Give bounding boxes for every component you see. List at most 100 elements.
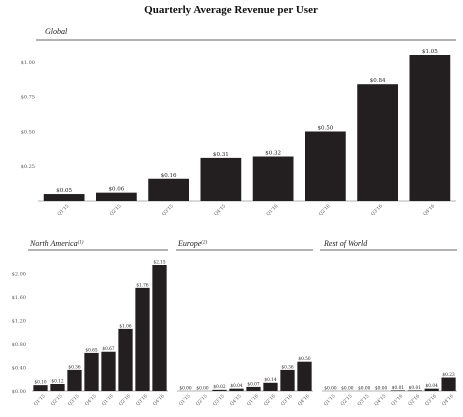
- data-label: $1.05: [422, 49, 438, 55]
- bar-north-america-8: [152, 265, 167, 391]
- data-label: $0.31: [213, 152, 229, 158]
- x-tick-label: Q2'16: [263, 393, 277, 407]
- bar-north-america-5: [101, 351, 116, 391]
- x-tick-label: Q3'16: [370, 203, 384, 217]
- y-tick-label: $0.75: [21, 95, 35, 101]
- bar-rest-of-world-5: [390, 390, 406, 391]
- data-label: $0.50: [298, 357, 311, 362]
- data-label: $1.06: [119, 324, 132, 329]
- data-label: $2.15: [153, 260, 166, 265]
- bar-rest-of-world-7: [424, 388, 439, 391]
- x-tick-label: Q1'16: [101, 393, 115, 407]
- y-tick-label: $0.00: [12, 389, 26, 395]
- x-tick-label: Q1'15: [178, 393, 192, 407]
- y-tick-label: $1.60: [12, 295, 26, 301]
- data-label: $0.00: [324, 386, 337, 391]
- data-label: $0.06: [109, 187, 125, 193]
- x-tick-label: Q4'15: [213, 203, 227, 217]
- x-tick-label: Q4'16: [297, 393, 311, 407]
- data-label: $0.67: [102, 347, 115, 352]
- x-tick-label: Q3'15: [67, 393, 81, 407]
- x-tick-label: Q4'15: [84, 393, 98, 407]
- data-label: $0.14: [264, 378, 277, 383]
- data-label: $0.36: [68, 365, 81, 370]
- bar-europe-8: [297, 361, 312, 391]
- bar-europe-6: [263, 382, 278, 391]
- panel-title-footnote: (2): [201, 241, 207, 246]
- panel-rest-of-world: Rest of World$0.00Q1'15$0.00Q2'15$0.00Q3…: [320, 239, 457, 407]
- x-tick-label: Q2'15: [109, 203, 123, 217]
- bar-global-6: [304, 131, 346, 201]
- x-tick-label: Q2'16: [407, 393, 421, 407]
- y-tick-label: $1.20: [12, 318, 26, 324]
- bar-north-america-1: [33, 385, 48, 391]
- x-tick-label: Q2'15: [195, 393, 209, 407]
- panel-title: Global: [45, 27, 68, 36]
- y-tick-label: $0.40: [12, 365, 26, 371]
- bar-global-1: [43, 194, 85, 201]
- y-tick-label: $0.25: [21, 164, 35, 170]
- data-label: $0.05: [56, 188, 72, 194]
- data-label: $0.12: [51, 379, 64, 384]
- bar-north-america-7: [135, 287, 150, 391]
- data-label: $0.00: [179, 386, 192, 391]
- bar-global-5: [252, 156, 294, 201]
- panel-global: Global $0.25 $0.50 $0.75 $1.00 $0.05 Q1'15 $0.0…: [21, 27, 456, 217]
- x-tick-label: Q3'15: [212, 393, 226, 407]
- y-tick-label: $0.80: [12, 342, 26, 348]
- x-tick-label: Q3'15: [161, 203, 175, 217]
- chart-panels: Global $0.25 $0.50 $0.75 $1.00 $0.05 Q1'15 $0.0…: [12, 27, 457, 407]
- bar-global-4: [200, 157, 242, 201]
- panel-title: North America(1): [29, 239, 84, 248]
- bar-global-2: [95, 192, 137, 201]
- x-tick-label: Q4'15: [373, 393, 387, 407]
- x-tick-label: Q2'15: [50, 393, 64, 407]
- panel-title: Rest of World: [323, 239, 368, 248]
- data-label: $0.04: [426, 384, 439, 389]
- bar-europe-3: [212, 389, 227, 391]
- data-label: $0.02: [213, 385, 226, 390]
- bar-europe-4: [229, 388, 244, 391]
- y-tick-label: $2.00: [12, 272, 26, 278]
- x-tick-label: Q4'16: [441, 393, 455, 407]
- x-tick-label: Q1'16: [246, 393, 260, 407]
- x-tick-label: Q1'15: [323, 393, 337, 407]
- x-tick-label: Q3'16: [135, 393, 149, 407]
- bar-north-america-2: [50, 383, 65, 391]
- data-label: $0.00: [375, 386, 388, 391]
- data-label: $0.01: [392, 386, 405, 391]
- data-label: $0.01: [409, 386, 422, 391]
- bar-europe-7: [280, 369, 295, 391]
- x-tick-label: Q3'16: [280, 393, 294, 407]
- panel-title-footnote: (1): [78, 241, 84, 246]
- data-label: $0.00: [358, 386, 371, 391]
- data-label: $0.23: [442, 373, 455, 378]
- bar-north-america-3: [67, 369, 82, 391]
- x-tick-label: Q1'16: [390, 393, 404, 407]
- data-label: $0.16: [161, 173, 177, 179]
- data-label: $0.00: [341, 386, 354, 391]
- bar-global-8: [409, 55, 451, 201]
- bar-north-america-6: [118, 328, 133, 391]
- data-label: $0.07: [247, 382, 260, 387]
- x-tick-label: Q4'16: [422, 203, 436, 217]
- bar-north-america-4: [84, 352, 99, 391]
- panel-north-america: North America(1) $0.00 $0.40 $0.80 $1.20 $1.6…: [12, 239, 168, 407]
- x-tick-label: Q1'15: [56, 203, 70, 217]
- data-label: $0.50: [318, 125, 334, 131]
- data-label: $0.04: [230, 384, 243, 389]
- x-tick-label: Q2'16: [318, 203, 332, 217]
- panel-europe: Europe(2)$0.00Q1'15$0.00Q2'15$0.02Q3'15$…: [176, 239, 313, 407]
- panel-title: Europe(2): [177, 239, 207, 248]
- data-label: $1.76: [136, 283, 149, 288]
- data-label: $0.36: [281, 365, 294, 370]
- bar-europe-5: [246, 386, 261, 391]
- page-title: Quarterly Average Revenue per User: [144, 4, 318, 16]
- x-tick-label: Q4'15: [229, 393, 243, 407]
- bar-global-7: [357, 84, 399, 201]
- x-tick-label: Q1'16: [265, 203, 279, 217]
- bar-global-3: [148, 178, 190, 201]
- x-tick-label: Q3'15: [356, 393, 370, 407]
- data-label: $0.00: [196, 386, 209, 391]
